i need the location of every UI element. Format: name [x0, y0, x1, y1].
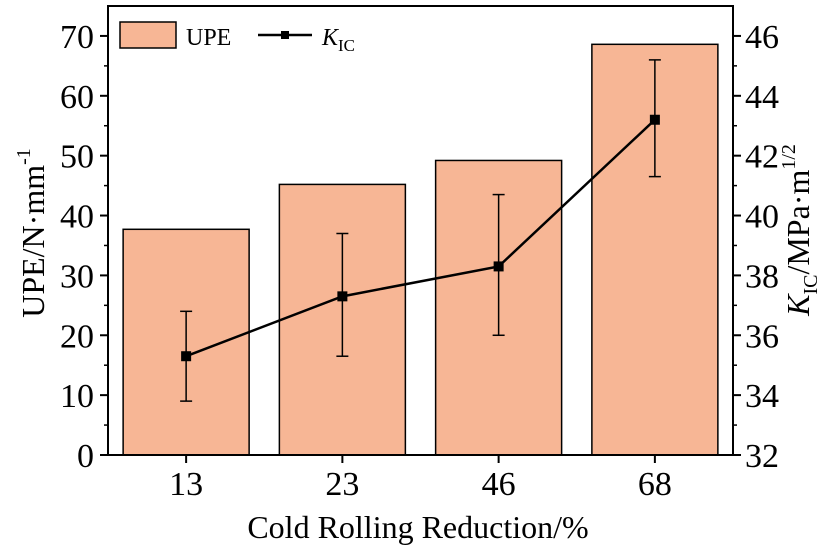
y-right-title-sup: 1/2	[778, 144, 800, 170]
kic-point-13	[181, 351, 192, 362]
y-right-tick-label-36: 36	[745, 318, 779, 355]
kic-point-68	[649, 114, 660, 125]
x-tick-label-23: 23	[325, 466, 359, 503]
y-left-tick-label-10: 10	[60, 378, 94, 415]
kic-series-line	[185, 118, 656, 358]
y-right-tick-label-32: 32	[745, 438, 779, 475]
y-left-tick-label-30: 30	[60, 258, 94, 295]
y-right-tick-label-46: 46	[745, 19, 779, 56]
legend-kic-main: K	[321, 25, 340, 51]
legend: UPE KIC	[119, 21, 355, 55]
x-tick-label-68: 68	[638, 466, 672, 503]
y-left-tick-label-50: 50	[60, 139, 94, 176]
y-left-tick-label-0: 0	[77, 438, 94, 475]
plot-frame	[107, 5, 734, 456]
x-axis-title: Cold Rolling Reduction/%	[247, 509, 588, 545]
y-right-tick-label-42: 42	[745, 139, 779, 176]
y-axis-left-title: UPE/N·mm-1	[13, 148, 51, 318]
kic-line-group	[180, 59, 661, 402]
y-left-title-sup: -1	[13, 148, 35, 165]
y-left-tick-label-70: 70	[60, 19, 94, 56]
axes-group: 13 23 46 68 0 10 20 30 40 50 60 70 32 34 36 38 40 42 44 46	[60, 5, 779, 503]
y-axis-right-title: KIC/MPa·m1/2	[778, 144, 822, 317]
legend-kic-label: KIC	[321, 25, 355, 55]
legend-kic-sub: IC	[338, 36, 355, 55]
legend-bar-swatch	[119, 21, 177, 49]
y-right-tick-label-38: 38	[745, 258, 779, 295]
y-right-tick-label-44: 44	[745, 79, 779, 116]
y-left-tick-label-60: 60	[60, 79, 94, 116]
bars-group	[122, 43, 719, 456]
y-left-tick-label-40: 40	[60, 199, 94, 236]
x-tick-label-46: 46	[482, 466, 516, 503]
y-right-tick-label-34: 34	[745, 378, 779, 415]
y-left-title-main: UPE/N·mm	[15, 165, 51, 318]
x-tick-label-13: 13	[169, 466, 203, 503]
y-left-tick-label-20: 20	[60, 318, 94, 355]
legend-line-marker	[281, 31, 289, 39]
kic-point-46	[493, 261, 504, 272]
legend-upe-label: UPE	[186, 25, 231, 51]
y-right-title-sub: IC	[800, 275, 822, 295]
y-right-tick-label-40: 40	[745, 199, 779, 236]
y-right-title-k: K	[780, 293, 816, 317]
kic-point-23	[337, 291, 348, 302]
y-right-title-rest: /MPa·m	[780, 170, 816, 275]
